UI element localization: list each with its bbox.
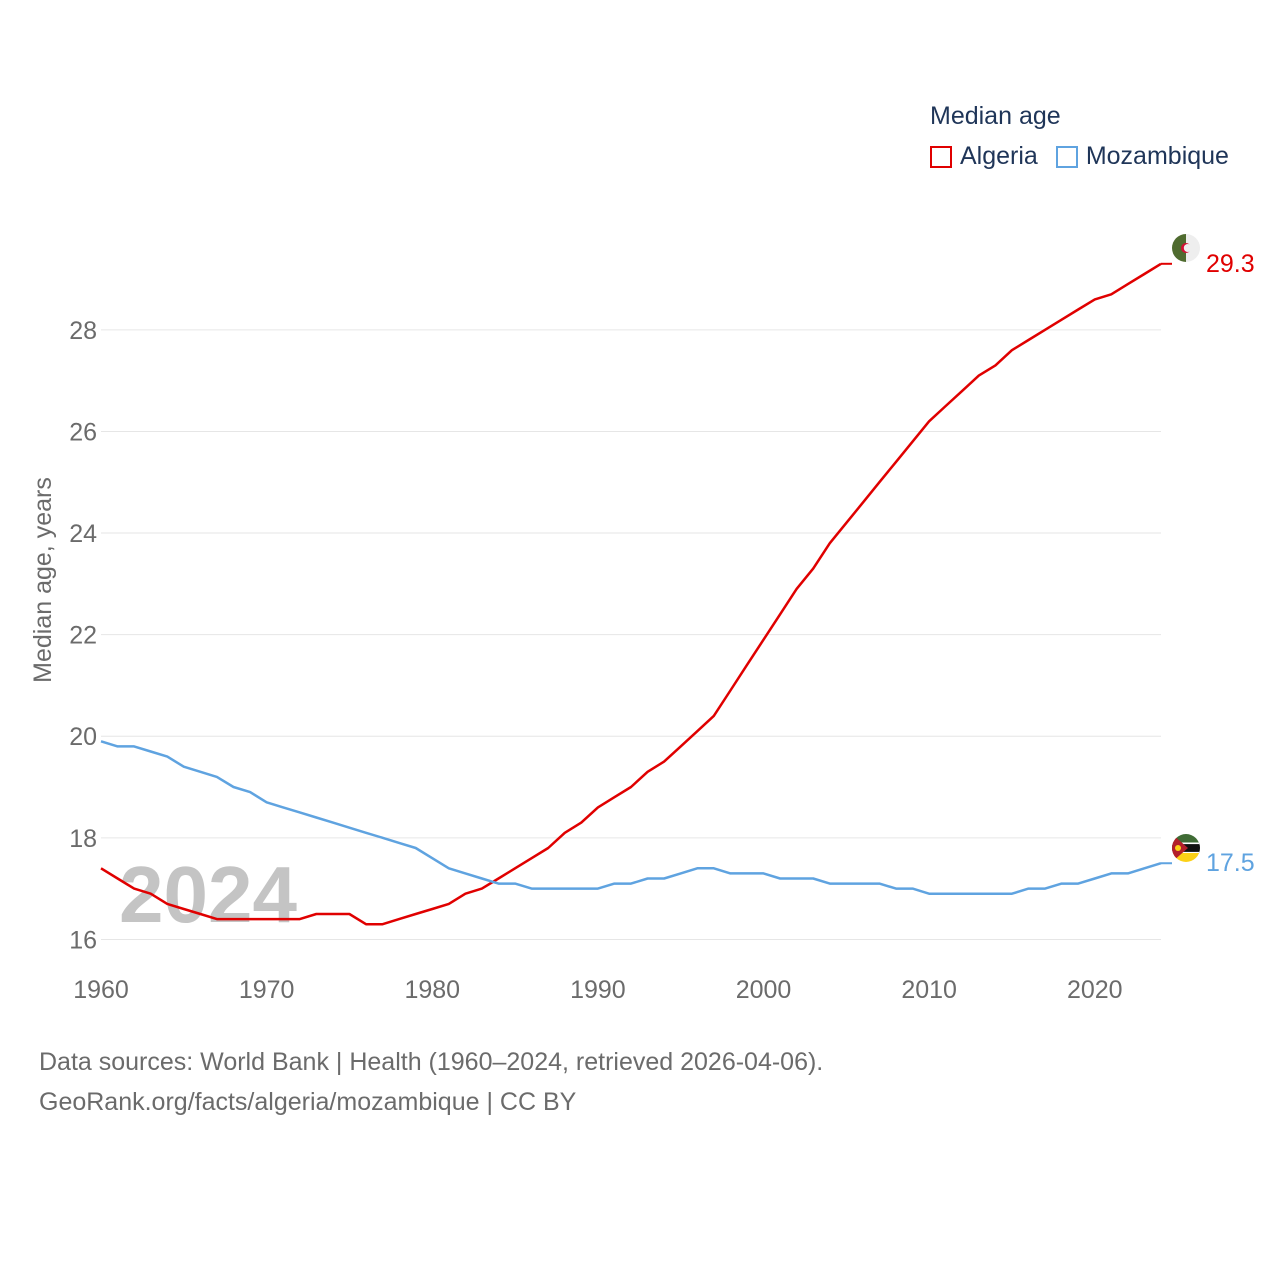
end-label-algeria: 29.3 xyxy=(1206,250,1255,278)
legend-swatch-algeria xyxy=(930,145,952,168)
legend-label-mozambique: Mozambique xyxy=(1085,142,1229,170)
y-tick-label: 26 xyxy=(69,418,97,446)
x-tick-label: 1980 xyxy=(404,976,460,1004)
series-line-mozambique xyxy=(100,740,1162,895)
x-tick-label: 1970 xyxy=(239,976,295,1004)
legend-label-algeria: Algeria xyxy=(960,142,1038,170)
x-tick-label: 2010 xyxy=(901,976,957,1004)
x-tick-label: 1960 xyxy=(73,976,129,1004)
legend-item-algeria[interactable]: Algeria xyxy=(930,142,1038,171)
year-watermark: 2024 xyxy=(119,850,297,939)
source-line-2[interactable]: GeoRank.org/facts/algeria/mozambique | C… xyxy=(39,1088,577,1116)
source-line-1: Data sources: World Bank | Health (1960–… xyxy=(39,1048,824,1076)
legend-swatch-mozambique xyxy=(1055,145,1078,168)
source-note: Data sources: World Bank | Health (1960–… xyxy=(39,1042,823,1122)
series-line-algeria xyxy=(100,262,1162,926)
y-tick-label: 18 xyxy=(69,825,97,853)
legend: Median age Algeria Mozambique xyxy=(930,100,1247,171)
line-chart: 2024 16 18 20 22 24 26 28 1960 1970 1980 1990 2000… xyxy=(29,234,1255,1004)
y-tick-label: 22 xyxy=(69,622,97,650)
algeria-flag-icon xyxy=(1172,234,1200,262)
x-tick-label: 1990 xyxy=(570,976,626,1004)
y-tick-label: 20 xyxy=(69,723,97,751)
y-tick-label: 28 xyxy=(69,317,97,345)
legend-item-mozambique[interactable]: Mozambique xyxy=(1055,142,1229,171)
y-axis-label: Median age, years xyxy=(29,477,57,683)
y-tick-label: 16 xyxy=(69,926,97,954)
x-tick-label: 2000 xyxy=(736,976,792,1004)
x-tick-label: 2020 xyxy=(1067,976,1123,1004)
end-label-mozambique: 17.5 xyxy=(1206,849,1255,877)
legend-title: Median age xyxy=(930,102,1061,130)
mozambique-flag-icon xyxy=(1172,834,1200,862)
y-tick-label: 24 xyxy=(69,520,97,548)
